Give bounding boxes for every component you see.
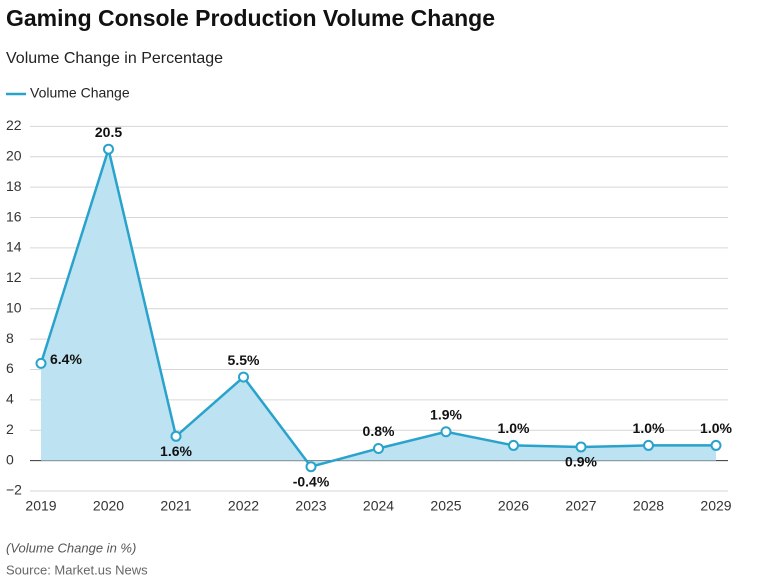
data-label: 20.5 bbox=[95, 124, 122, 140]
source: Source: Market.us News bbox=[6, 562, 148, 577]
data-label: 1.6% bbox=[160, 443, 192, 459]
x-tick-label: 2021 bbox=[160, 498, 191, 514]
marker bbox=[103, 143, 114, 155]
x-tick-label: 2022 bbox=[228, 498, 259, 514]
y-tick-label: 0 bbox=[6, 451, 14, 467]
marker bbox=[575, 441, 587, 453]
marker bbox=[508, 439, 519, 451]
x-tick-label: 2023 bbox=[295, 498, 326, 514]
marker bbox=[170, 430, 182, 442]
x-tick-label: 2027 bbox=[565, 498, 596, 514]
marker bbox=[305, 461, 317, 473]
y-tick-label: 2 bbox=[6, 421, 14, 437]
y-tick-label: 18 bbox=[6, 178, 22, 194]
chart-subtitle: Volume Change in Percentage bbox=[6, 50, 223, 67]
data-label: 0.8% bbox=[363, 423, 395, 439]
area bbox=[41, 149, 716, 467]
y-tick-label: 8 bbox=[6, 330, 14, 346]
x-tick-label: 2026 bbox=[498, 498, 529, 514]
x-tick-label: 2028 bbox=[633, 498, 664, 514]
y-tick-label: 14 bbox=[6, 239, 22, 255]
data-label: 1.9% bbox=[430, 406, 462, 422]
x-tick-label: 2019 bbox=[25, 498, 56, 514]
y-tick-label: 6 bbox=[6, 360, 14, 376]
data-label: -0.4% bbox=[293, 473, 330, 489]
y-tick-label: 12 bbox=[6, 269, 22, 285]
data-label: 1.0% bbox=[700, 420, 732, 436]
chart-title: Gaming Console Production Volume Change bbox=[6, 5, 495, 31]
data-label: 1.0% bbox=[498, 420, 530, 436]
marker bbox=[35, 357, 47, 369]
marker bbox=[710, 439, 722, 451]
y-tick-label: 20 bbox=[6, 147, 22, 163]
marker bbox=[643, 439, 654, 451]
marker bbox=[373, 442, 384, 454]
data-label: 6.4% bbox=[50, 351, 82, 367]
y-tick-label: 10 bbox=[6, 299, 22, 315]
data-label: 5.5% bbox=[228, 352, 260, 368]
legend-label: Volume Change bbox=[30, 85, 130, 101]
x-tick-label: 2024 bbox=[363, 498, 394, 514]
x-tick-label: 2029 bbox=[700, 498, 731, 514]
y-tick-label: 4 bbox=[6, 391, 14, 407]
x-tick-label: 2025 bbox=[430, 498, 461, 514]
data-label: 1.0% bbox=[633, 420, 665, 436]
data-label: 0.9% bbox=[565, 454, 597, 470]
x-tick-label: 2020 bbox=[93, 498, 124, 514]
marker bbox=[440, 426, 452, 438]
y-tick-label: −2 bbox=[6, 482, 22, 498]
marker bbox=[238, 371, 249, 383]
note: (Volume Change in %) bbox=[6, 540, 136, 555]
y-tick-label: 16 bbox=[6, 208, 22, 224]
y-tick-label: 22 bbox=[6, 117, 22, 133]
